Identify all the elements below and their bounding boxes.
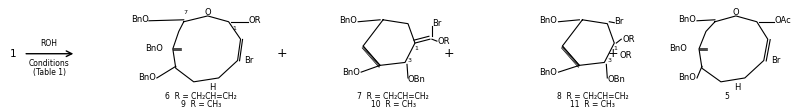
Text: 5: 5 [724,92,729,101]
Text: 3: 3 [608,58,612,63]
Text: 11  R = CH₃: 11 R = CH₃ [570,100,615,109]
Text: BnO: BnO [678,73,696,82]
Text: 10  R = CH₃: 10 R = CH₃ [370,100,416,109]
Text: 3: 3 [408,58,412,63]
Text: H: H [734,83,740,92]
Text: OBn: OBn [408,75,426,84]
Text: BnO: BnO [131,15,149,24]
Text: BnO: BnO [339,16,357,25]
Text: BnO: BnO [343,68,360,77]
Text: H: H [209,83,215,92]
Text: Br: Br [245,56,254,65]
Text: BnO: BnO [138,73,156,82]
Text: BnO: BnO [539,68,557,77]
Text: 7: 7 [184,10,188,15]
Text: OR: OR [622,35,635,44]
Text: +: + [277,47,288,60]
Text: 1: 1 [10,49,16,59]
Text: OAc: OAc [774,16,791,25]
Text: OBn: OBn [608,75,625,84]
Text: 1: 1 [232,26,237,31]
Text: 9  R = CH₃: 9 R = CH₃ [181,100,221,109]
Text: 1: 1 [613,46,617,51]
Text: Br: Br [432,19,441,28]
Text: 7  R = CH₂CH=CH₂: 7 R = CH₂CH=CH₂ [357,92,429,101]
Text: OR: OR [249,16,261,25]
Text: ROH: ROH [40,39,58,48]
Text: 1: 1 [414,46,418,51]
Text: 8  R = CH₂CH=CH₂: 8 R = CH₂CH=CH₂ [556,92,629,101]
Text: BnO: BnO [669,44,687,53]
Text: OR: OR [620,51,632,60]
Text: Br: Br [614,17,624,26]
Text: BnO: BnO [678,15,696,24]
Text: Conditions: Conditions [29,59,70,68]
Text: BnO: BnO [145,44,163,53]
Text: (Table 1): (Table 1) [32,68,66,77]
Text: OR: OR [438,37,450,46]
Text: O: O [732,8,740,17]
Text: Br: Br [771,56,780,65]
Text: BnO: BnO [539,16,557,25]
Text: +: + [608,47,619,60]
Text: 6  R = CH₂CH=CH₂: 6 R = CH₂CH=CH₂ [164,92,237,101]
Text: +: + [444,47,454,60]
Text: O: O [204,8,211,17]
